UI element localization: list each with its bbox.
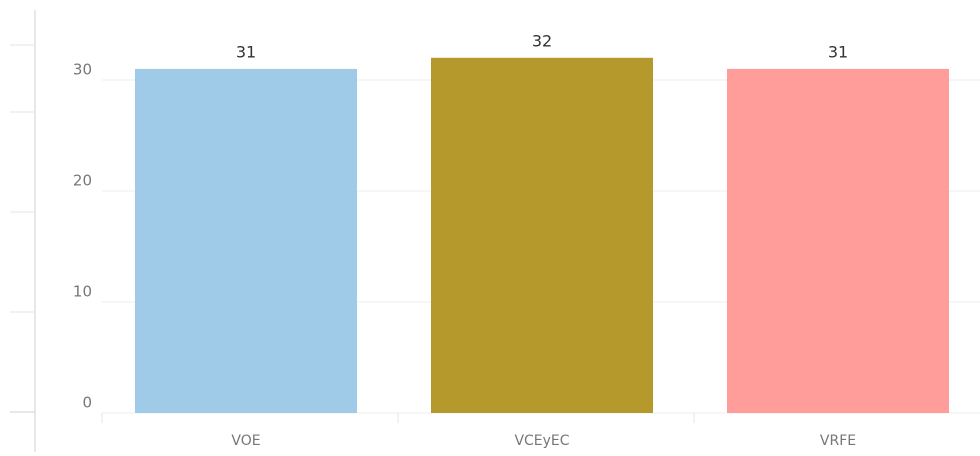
y-tick-label: 30 xyxy=(73,61,92,79)
bar xyxy=(727,68,949,414)
y-tick-label: 20 xyxy=(73,172,92,190)
x-tick-label: VCEyEC xyxy=(514,433,569,449)
x-tick-label: VOE xyxy=(231,433,260,449)
y-tick-label: 0 xyxy=(82,394,92,412)
y-tick-label: 10 xyxy=(73,283,92,301)
data-label: 32 xyxy=(532,31,552,50)
data-label: 31 xyxy=(236,42,256,61)
data-label: 31 xyxy=(828,42,848,61)
bar xyxy=(431,57,653,414)
bar xyxy=(135,68,357,414)
x-tick-label: VRFE xyxy=(820,433,856,449)
